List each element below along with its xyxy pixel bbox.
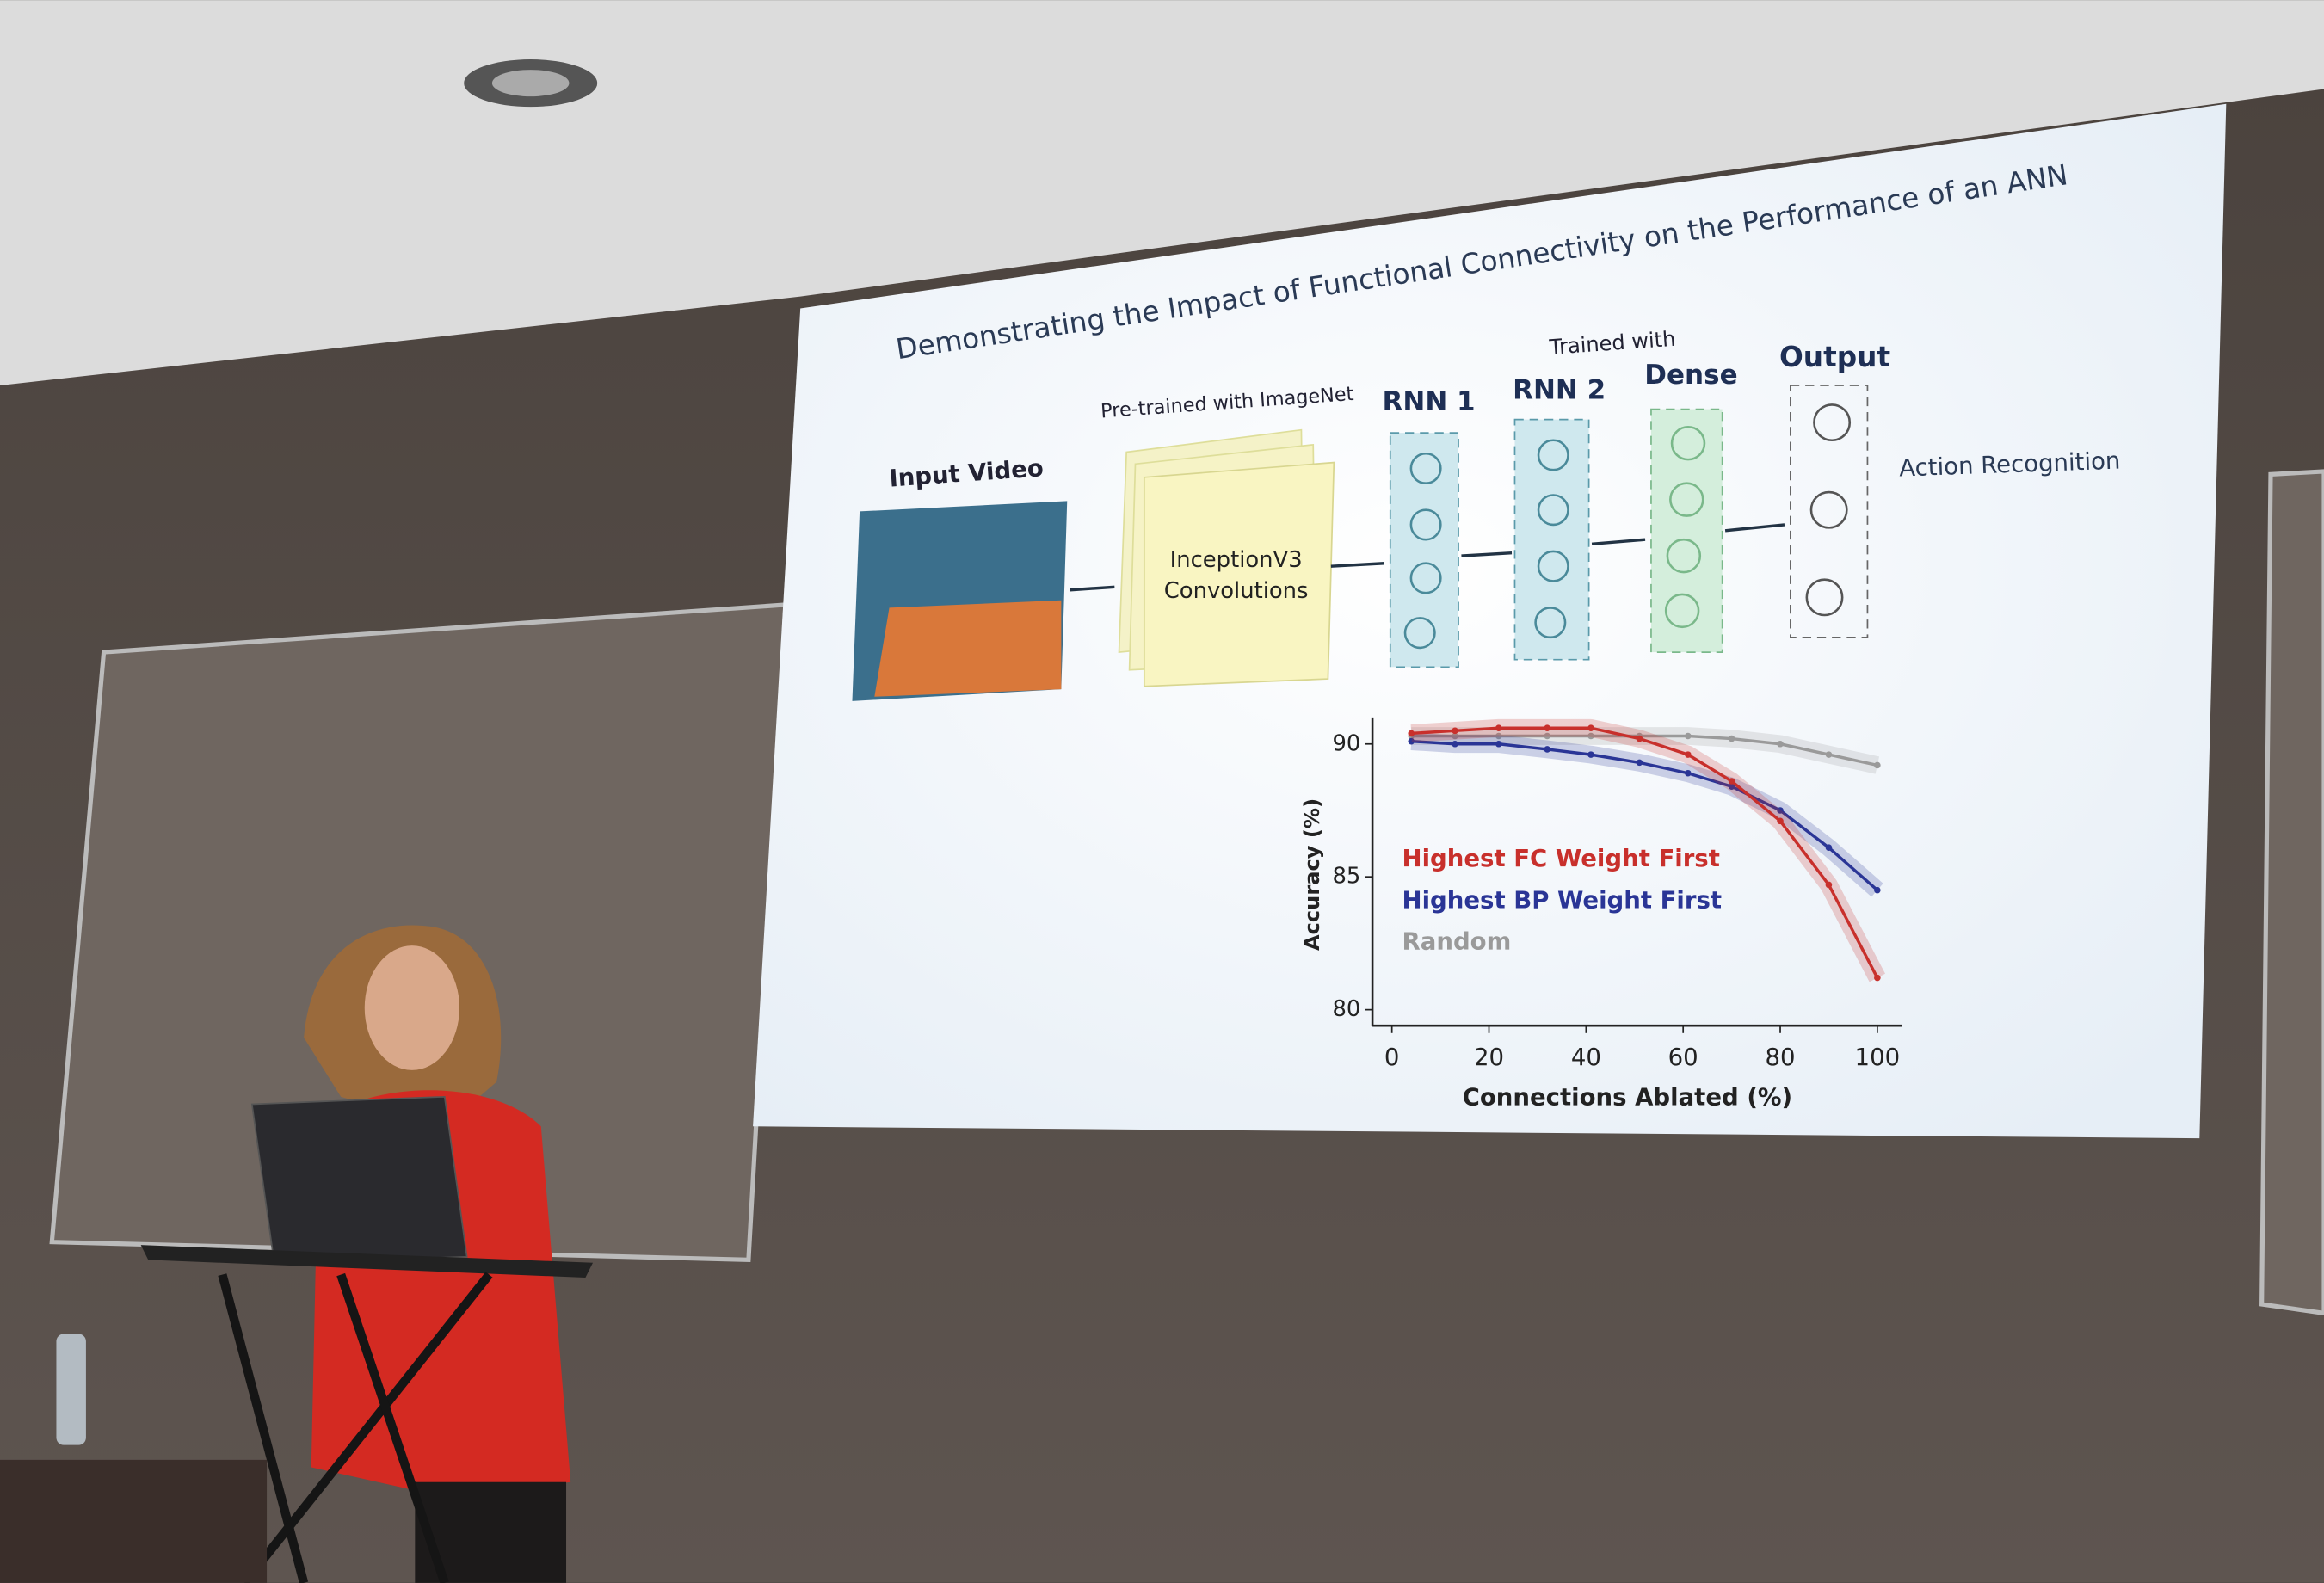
output-box <box>1790 385 1869 638</box>
data-point <box>1495 724 1502 732</box>
y-axis-label: Accuracy (%) <box>1300 798 1324 951</box>
x-tick-label: 20 <box>1474 1044 1504 1071</box>
shape <box>1664 593 1700 629</box>
rnn2-label: RNN 2 <box>1513 374 1606 405</box>
x-tick-label: 60 <box>1668 1044 1698 1071</box>
conv-label: Convolutions <box>1164 578 1309 604</box>
dense-box <box>1650 408 1723 653</box>
bottle <box>56 1334 86 1445</box>
projected-slide <box>753 103 2227 1139</box>
data-point <box>1452 732 1458 740</box>
data-point <box>1777 807 1784 814</box>
legend-entry: Highest FC Weight First <box>1402 845 1720 872</box>
shape <box>1409 562 1442 594</box>
data-point <box>1408 730 1415 737</box>
data-point <box>1728 778 1735 785</box>
output-label: Output <box>1779 341 1890 373</box>
shape <box>1409 452 1442 484</box>
laptop <box>250 1095 468 1264</box>
shape <box>1809 490 1848 529</box>
data-point <box>1685 751 1692 758</box>
shape <box>1537 494 1569 527</box>
data-point <box>1825 881 1833 889</box>
rnn1-label: RNN 1 <box>1383 386 1476 417</box>
shape <box>1461 551 1513 557</box>
rnn1-box <box>1389 432 1459 668</box>
y-tick-label: 90 <box>1332 730 1360 756</box>
x-axis-label: Connections Ablated (%) <box>1463 1084 1793 1112</box>
court-floor <box>874 600 1062 697</box>
table <box>0 1459 268 1583</box>
data-point <box>1825 751 1833 758</box>
y-tick-label: 80 <box>1332 996 1360 1022</box>
arrow <box>1330 562 1384 568</box>
data-point <box>1544 724 1551 732</box>
data-point <box>1636 735 1643 742</box>
data-point <box>1777 740 1784 748</box>
x-tick-label: 80 <box>1765 1044 1795 1071</box>
legend-entry: Random <box>1402 928 1512 956</box>
data-point <box>1636 759 1643 767</box>
shape <box>1409 508 1442 541</box>
shape <box>336 1272 449 1583</box>
shape <box>1669 482 1704 517</box>
x-tick-label: 40 <box>1571 1044 1601 1071</box>
data-point <box>1544 746 1551 753</box>
data-point <box>1587 732 1594 740</box>
shape <box>1670 425 1706 461</box>
lectern-top <box>140 1245 594 1278</box>
data-point <box>1874 761 1881 769</box>
data-point <box>1685 732 1692 740</box>
data-point <box>1495 740 1502 748</box>
arrow <box>1070 585 1115 592</box>
data-point <box>1544 732 1551 740</box>
legend-entry: Highest BP Weight First <box>1402 886 1722 914</box>
conv-layer <box>1143 461 1335 687</box>
dense-label: Dense <box>1644 360 1737 391</box>
face <box>364 945 459 1070</box>
data-point <box>1452 740 1458 748</box>
rnn2-box <box>1513 418 1590 661</box>
shape <box>241 1272 493 1583</box>
data-point <box>1452 727 1458 735</box>
whiteboard-right <box>2259 469 2324 1315</box>
data-point <box>1777 817 1784 825</box>
shape <box>1534 607 1567 639</box>
conv-label: InceptionV3 <box>1170 547 1303 573</box>
shape <box>1813 403 1852 442</box>
data-point <box>1408 737 1415 745</box>
data-point <box>1825 844 1833 852</box>
ceiling-light-bulb <box>491 70 570 97</box>
data-point <box>1587 724 1594 732</box>
shape <box>1805 578 1844 617</box>
shape <box>1666 538 1702 574</box>
data-point <box>1874 886 1881 894</box>
shape <box>1591 538 1646 546</box>
shape <box>1403 617 1436 650</box>
data-point <box>1874 974 1881 982</box>
diagram: Input Video Pre-trained with ImageNet In… <box>852 327 2121 701</box>
y-tick-label: 85 <box>1332 864 1360 890</box>
data-point <box>1728 783 1735 790</box>
x-tick-label: 0 <box>1384 1044 1400 1071</box>
data-point <box>1495 732 1502 740</box>
x-tick-label: 100 <box>1855 1044 1901 1071</box>
arrows <box>1461 523 1785 557</box>
shape <box>1724 523 1785 533</box>
neurons <box>1403 403 1852 650</box>
shape <box>1537 439 1569 471</box>
lectern-stand <box>218 1272 493 1583</box>
shape <box>1537 550 1569 582</box>
data-point <box>1685 769 1692 777</box>
chart: Connections Ablated (%) Accuracy (%) 0 20… <box>1300 717 1902 1112</box>
data-point <box>1728 735 1735 742</box>
data-point <box>1587 751 1594 758</box>
